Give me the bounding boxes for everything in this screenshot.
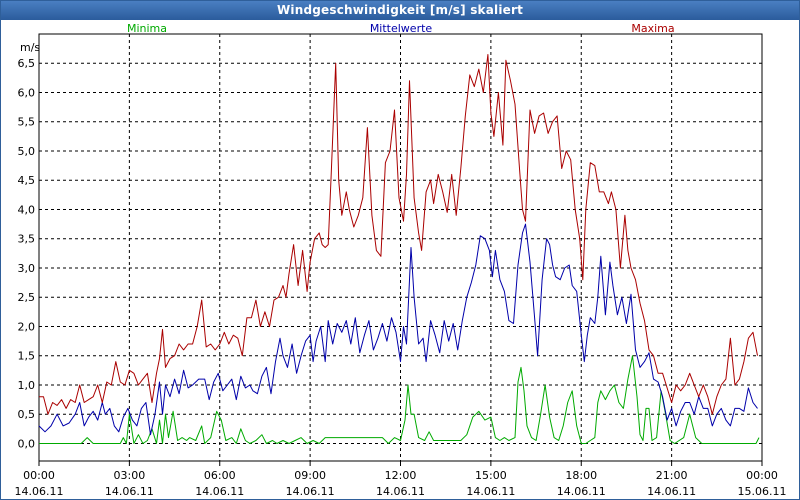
x-tick-time: 06:00	[204, 469, 236, 482]
x-tick-time: 15:00	[475, 469, 507, 482]
y-tick-label: 3,0	[18, 262, 36, 275]
y-tick-label: 1,5	[18, 350, 36, 363]
wind-speed-chart: m/s Minima Mittelwerte Maxima 0,0 0,5 1,0 1,5…	[15, 22, 787, 498]
x-tick-labels: 00:00 14.06.11 03:00 14.06.11 06:00 14.06.11 0…	[15, 469, 787, 498]
series-lines	[38, 54, 760, 444]
x-tick-time: 03:00	[114, 469, 146, 482]
y-tick-labels: 0,0 0,5 1,0 1,5 2,0 2,5 3,0 3,5 4,0 4,5 5,0 5,5 6,0 6…	[18, 57, 36, 450]
x-tick-time: 21:00	[656, 469, 688, 482]
y-tick-label: 6,0	[18, 86, 36, 99]
legend-item-maxima: Maxima	[631, 22, 674, 35]
y-tick-label: 4,0	[18, 203, 36, 216]
x-tick-date: 14.06.11	[376, 485, 425, 498]
x-tick-time: 00:00	[23, 469, 55, 482]
legend-item-mittelwerte: Mittelwerte	[370, 22, 433, 35]
x-tick-time: 12:00	[385, 469, 417, 482]
legend-item-minima: Minima	[127, 22, 167, 35]
y-tick-label: 3,5	[18, 233, 36, 246]
x-tick-time: 09:00	[294, 469, 326, 482]
series-line-mittelwerte	[38, 223, 758, 436]
x-tick-date: 14.06.11	[647, 485, 696, 498]
y-tick-label: 2,5	[18, 291, 36, 304]
y-tick-label: 2,0	[18, 320, 36, 333]
y-tick-label: 4,5	[18, 174, 36, 187]
gridlines	[38, 34, 763, 466]
legend: Minima Mittelwerte Maxima	[127, 22, 675, 35]
x-tick-date: 14.06.11	[195, 485, 244, 498]
x-tick-time: 00:00	[746, 469, 778, 482]
window-title: Windgeschwindigkeit [m/s] skaliert	[1, 1, 799, 20]
x-tick-date: 15.06.11	[738, 485, 787, 498]
x-tick-date: 14.06.11	[466, 485, 515, 498]
y-axis-label: m/s	[20, 41, 40, 54]
plot-frame	[38, 33, 763, 462]
y-tick-label: 0,0	[18, 437, 36, 450]
x-tick-date: 14.06.11	[557, 485, 606, 498]
series-line-minima	[39, 355, 760, 444]
x-tick-date: 14.06.11	[105, 485, 154, 498]
x-tick-date: 14.06.11	[15, 485, 64, 498]
x-tick-time: 18:00	[565, 469, 597, 482]
y-tick-label: 1,0	[18, 379, 36, 392]
y-tick-label: 5,0	[18, 145, 36, 158]
y-tick-label: 6,5	[18, 57, 36, 70]
x-tick-date: 14.06.11	[286, 485, 335, 498]
y-tick-label: 0,5	[18, 408, 36, 421]
series-line-maxima	[39, 54, 758, 415]
y-tick-label: 5,5	[18, 116, 36, 129]
